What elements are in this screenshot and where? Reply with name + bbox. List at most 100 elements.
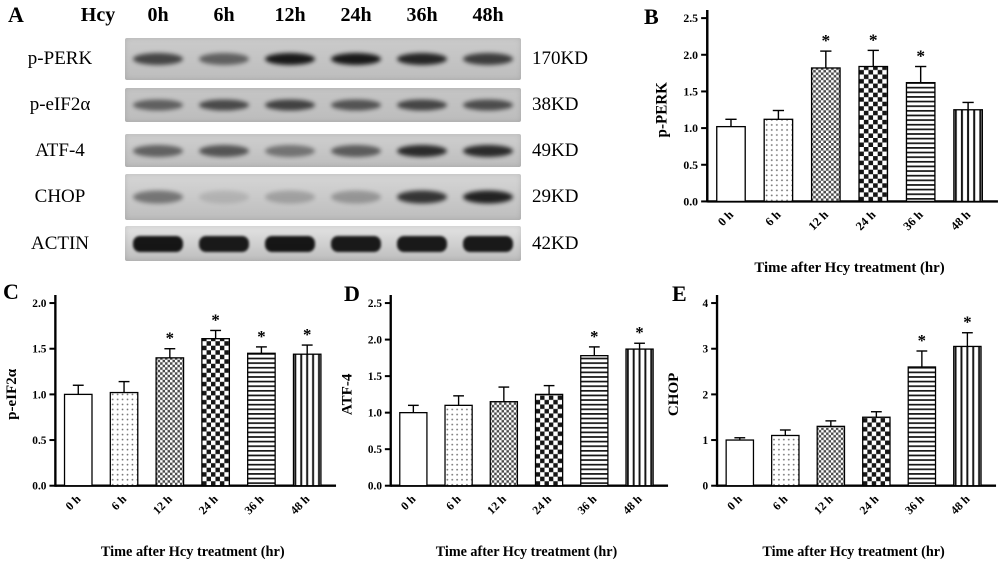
- western-blot-panel: Hcy 0h 6h 12h 24h 36h 48h p-PERK 170KD p-eIF2α 3…: [0, 0, 622, 275]
- blot-band: [265, 235, 315, 252]
- blot-band: [331, 144, 381, 157]
- protein-label: p-PERK: [27, 48, 93, 69]
- blot-row: ATF-4 49KD: [0, 134, 622, 167]
- svg-text:Time after Hcy treatment (hr): Time after Hcy treatment (hr): [101, 544, 285, 560]
- blot-band: [199, 53, 249, 65]
- svg-text:0.5: 0.5: [683, 159, 698, 172]
- blot-band: [199, 99, 249, 111]
- svg-text:1: 1: [703, 435, 709, 447]
- svg-text:12 h: 12 h: [811, 492, 836, 518]
- lane-header-label: 6h: [213, 4, 235, 26]
- blot-strip: [125, 88, 521, 122]
- svg-text:*: *: [918, 331, 926, 350]
- svg-text:p-eIF2α: p-eIF2α: [4, 368, 20, 420]
- protein-label: p-eIF2α: [29, 94, 91, 115]
- bar-chart-b: 0.0 0.5 1.0 1.5 2.0 2.5 0 h 6 h * 12 h * 24 h * 36 h 4…: [653, 10, 998, 276]
- svg-text:6 h: 6 h: [443, 492, 464, 513]
- blot-row: p-PERK 170KD: [0, 38, 622, 80]
- svg-text:Time after Hcy treatment (hr): Time after Hcy treatment (hr): [754, 260, 944, 276]
- lane-header-label: 12h: [274, 4, 306, 26]
- blot-band: [463, 144, 513, 157]
- svg-text:*: *: [166, 329, 174, 348]
- svg-text:*: *: [963, 313, 971, 332]
- svg-text:0 h: 0 h: [63, 492, 84, 513]
- blot-band: [331, 190, 381, 204]
- svg-text:*: *: [590, 327, 598, 346]
- svg-text:1.5: 1.5: [683, 86, 698, 99]
- lane-header-label: 48h: [472, 4, 504, 26]
- svg-text:48 h: 48 h: [948, 492, 973, 518]
- svg-text:2.5: 2.5: [368, 298, 382, 310]
- protein-label: ATF-4: [35, 139, 85, 161]
- svg-text:0.0: 0.0: [368, 481, 382, 493]
- svg-text:6 h: 6 h: [762, 208, 783, 229]
- blot-band: [133, 144, 183, 157]
- blot-band: [331, 235, 381, 252]
- svg-text:0.0: 0.0: [683, 196, 698, 209]
- svg-text:2: 2: [703, 389, 709, 401]
- svg-text:36 h: 36 h: [900, 208, 926, 233]
- blot-band: [397, 144, 447, 157]
- blot-band: [133, 99, 183, 111]
- panel-label-b: B: [644, 4, 659, 29]
- svg-text:48 h: 48 h: [948, 208, 974, 233]
- svg-text:Time after Hcy treatment (hr): Time after Hcy treatment (hr): [762, 544, 945, 560]
- svg-text:0.5: 0.5: [32, 435, 46, 447]
- blot-strip: [125, 134, 521, 167]
- blot-rows: p-PERK 170KD p-eIF2α 38KD ATF-4 49KD CHOP 29KD A…: [0, 38, 622, 261]
- svg-text:12 h: 12 h: [484, 492, 509, 518]
- svg-text:1.0: 1.0: [32, 389, 46, 401]
- blot-band: [199, 190, 249, 204]
- svg-text:48 h: 48 h: [620, 492, 645, 518]
- svg-text:1.5: 1.5: [368, 371, 382, 383]
- svg-text:0 h: 0 h: [398, 492, 419, 513]
- blot-row: ACTIN 42KD: [0, 226, 622, 261]
- molecular-weight-label: 38KD: [532, 94, 579, 115]
- blot-band: [133, 53, 183, 65]
- svg-text:0.0: 0.0: [32, 481, 46, 493]
- blot-band: [265, 190, 315, 204]
- svg-text:*: *: [821, 31, 830, 50]
- svg-text:2.0: 2.0: [683, 49, 698, 62]
- molecular-weight-label: 49KD: [532, 139, 579, 161]
- svg-text:*: *: [635, 323, 643, 342]
- lane-header-label: 24h: [340, 4, 372, 26]
- blot-row: CHOP 29KD: [0, 174, 622, 220]
- svg-text:2.0: 2.0: [368, 334, 382, 346]
- molecular-weight-label: 170KD: [532, 48, 588, 69]
- protein-label: ACTIN: [30, 232, 90, 254]
- svg-text:0 h: 0 h: [724, 492, 745, 513]
- blot-row: p-eIF2α 38KD: [0, 88, 622, 122]
- blot-band: [265, 144, 315, 157]
- chart-panel-b: 0.0 0.5 1.0 1.5 2.0 2.5 0 h 6 h * 12 h * 24 h * 36 h 4…: [652, 2, 1000, 282]
- svg-text:*: *: [257, 327, 265, 346]
- chart-panel-c: 0.0 0.5 1.0 1.5 2.0 0 h 6 h * 12 h * 24 h * 36 h * 48 …: [2, 287, 338, 566]
- svg-text:CHOP: CHOP: [666, 373, 682, 416]
- blot-band: [133, 190, 183, 204]
- blot-band: [463, 99, 513, 111]
- svg-text:48 h: 48 h: [287, 492, 312, 518]
- svg-text:4: 4: [703, 298, 709, 310]
- svg-text:1.0: 1.0: [683, 122, 698, 135]
- panel-label-c: C: [3, 279, 19, 304]
- svg-text:*: *: [869, 30, 878, 49]
- protein-label: CHOP: [34, 186, 86, 207]
- molecular-weight-label: 29KD: [532, 186, 579, 207]
- blot-band: [463, 190, 513, 204]
- panel-label-a: A: [8, 2, 24, 27]
- svg-text:2.5: 2.5: [683, 12, 698, 25]
- svg-text:6 h: 6 h: [770, 492, 791, 513]
- blot-band: [133, 235, 183, 252]
- lane-header-label: 0h: [147, 4, 169, 26]
- svg-text:12 h: 12 h: [805, 208, 831, 233]
- svg-text:*: *: [303, 325, 311, 344]
- svg-text:0.5: 0.5: [368, 444, 382, 456]
- svg-text:p-PERK: p-PERK: [653, 82, 670, 138]
- svg-text:36 h: 36 h: [902, 492, 927, 518]
- treatment-label: Hcy: [80, 4, 116, 26]
- blot-band: [463, 53, 513, 65]
- svg-text:36 h: 36 h: [575, 492, 600, 518]
- blot-strip: [125, 174, 521, 220]
- blot-strip: [125, 38, 521, 80]
